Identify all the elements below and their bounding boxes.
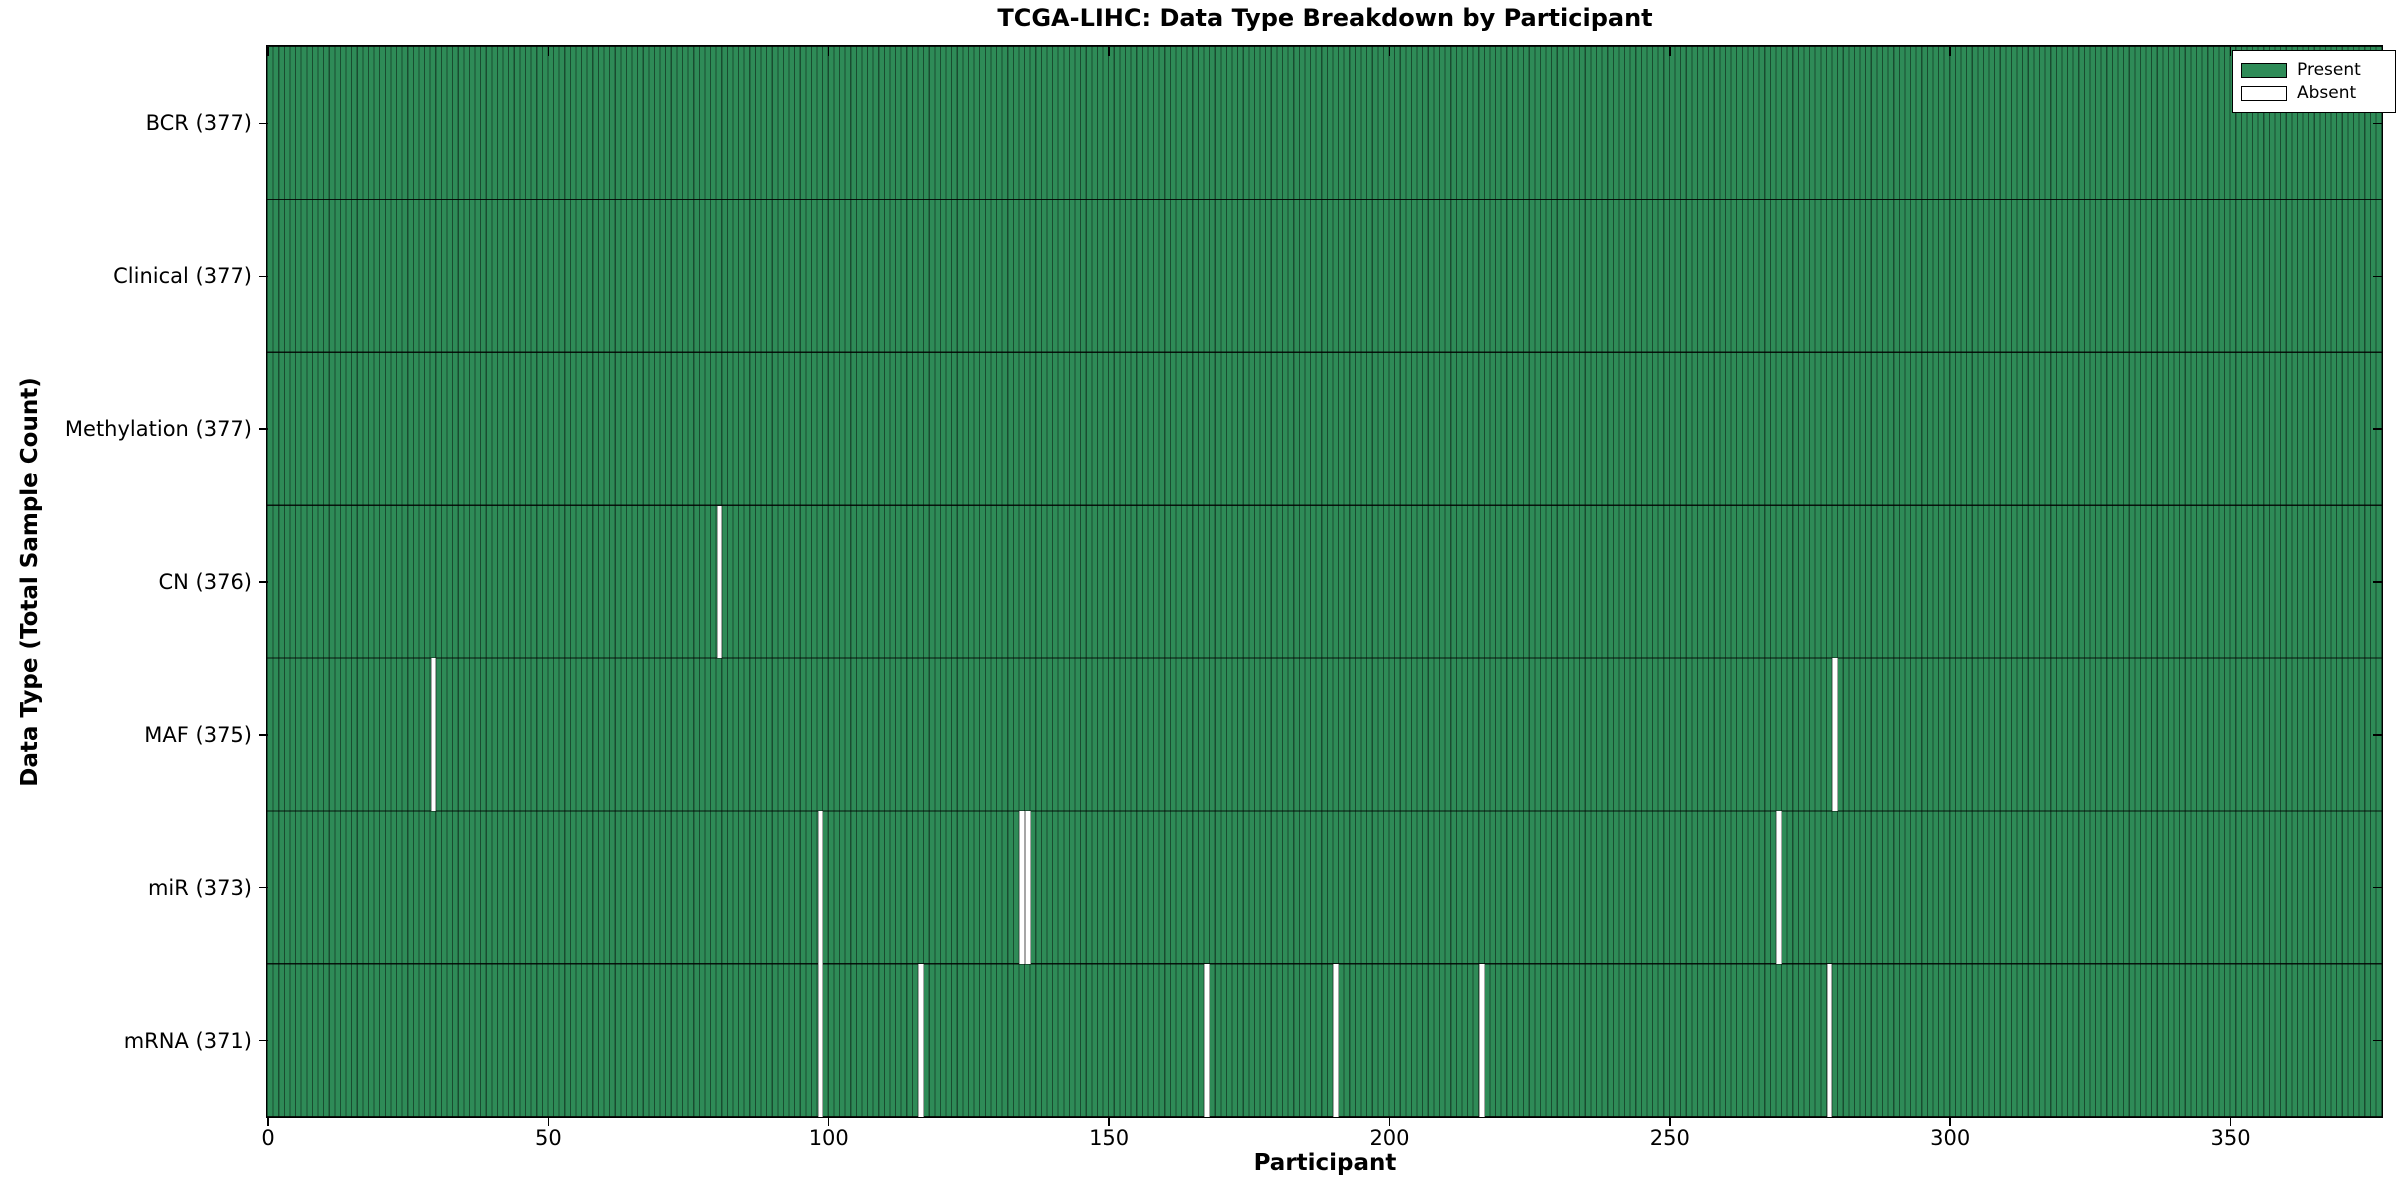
absent-bar	[430, 658, 437, 812]
y-tick-mark	[259, 275, 268, 278]
absent-bar	[817, 964, 824, 1117]
absent-bar	[1479, 964, 1485, 1117]
legend-present-label: Present	[2297, 60, 2361, 80]
y-tick-mark	[259, 581, 268, 583]
absent-bar	[1832, 658, 1839, 812]
x-tick-mark-top	[1949, 47, 1951, 56]
y-tick-label: MAF (375)	[144, 722, 252, 747]
x-tick-label: 50	[534, 1126, 562, 1150]
x-tick-mark	[267, 1117, 269, 1126]
absent-swatch-icon	[2241, 85, 2287, 101]
y-tick-label: Methylation (377)	[64, 417, 252, 442]
x-tick-mark	[547, 1117, 550, 1126]
x-tick-label: 150	[1089, 1126, 1130, 1150]
x-tick-mark-top	[2229, 47, 2232, 56]
y-tick-label: CN (376)	[158, 570, 252, 594]
legend-item-absent: Absent	[2241, 83, 2387, 103]
x-tick-label: 300	[1930, 1126, 1971, 1150]
y-tick-mark	[259, 1039, 268, 1042]
legend: Present Absent	[2232, 50, 2396, 113]
x-tick-mark-top	[1108, 47, 1110, 56]
y-tick-mark	[259, 886, 268, 889]
x-tick-label: 200	[1369, 1126, 1410, 1150]
absent-bar	[716, 505, 723, 659]
y-tick-mark-right	[2373, 581, 2382, 583]
x-tick-label: 250	[1649, 1126, 1690, 1150]
absent-bar	[1025, 811, 1031, 965]
y-tick-label: BCR (377)	[145, 111, 252, 136]
x-tick-label: 100	[808, 1126, 849, 1150]
y-tick-mark-right	[2373, 734, 2382, 736]
x-tick-mark	[1388, 1117, 1391, 1126]
x-tick-mark-top	[267, 47, 269, 56]
y-tick-label: miR (373)	[147, 875, 252, 900]
plot-area	[266, 45, 2383, 1118]
x-tick-mark	[827, 1117, 830, 1126]
x-tick-mark-top	[1669, 47, 1671, 56]
y-tick-mark	[259, 428, 268, 430]
x-tick-mark	[1108, 1117, 1110, 1126]
y-tick-mark	[259, 734, 268, 736]
x-tick-label: 0	[261, 1126, 275, 1150]
y-tick-mark-right	[2373, 275, 2382, 278]
x-tick-mark-top	[1388, 47, 1391, 56]
chart-title: TCGA-LIHC: Data Type Breakdown by Partic…	[997, 4, 1653, 32]
x-tick-mark	[1949, 1117, 1951, 1126]
x-axis-label: Participant	[1253, 1150, 1397, 1176]
y-tick-label: Clinical (377)	[113, 264, 252, 289]
absent-bar	[1333, 964, 1339, 1117]
y-tick-mark-right	[2373, 1039, 2382, 1042]
y-tick-mark	[259, 122, 268, 125]
y-tick-mark-right	[2373, 428, 2382, 430]
absent-bar	[1826, 964, 1833, 1117]
absent-bar	[817, 811, 824, 965]
absent-bar	[1776, 811, 1782, 965]
absent-bar	[1204, 964, 1211, 1117]
y-tick-label: mRNA (371)	[123, 1028, 252, 1053]
absent-bar	[918, 964, 925, 1117]
y-tick-mark-right	[2373, 886, 2382, 889]
x-tick-mark	[1669, 1117, 1671, 1126]
legend-item-present: Present	[2241, 60, 2387, 80]
x-tick-mark-top	[827, 47, 830, 56]
legend-absent-label: Absent	[2297, 83, 2357, 103]
x-tick-mark	[2229, 1117, 2232, 1126]
absent-bar	[1019, 811, 1025, 965]
x-tick-label: 350	[2210, 1126, 2251, 1150]
present-swatch-icon	[2241, 62, 2287, 78]
y-tick-mark-right	[2373, 122, 2382, 125]
x-tick-mark-top	[547, 47, 550, 56]
